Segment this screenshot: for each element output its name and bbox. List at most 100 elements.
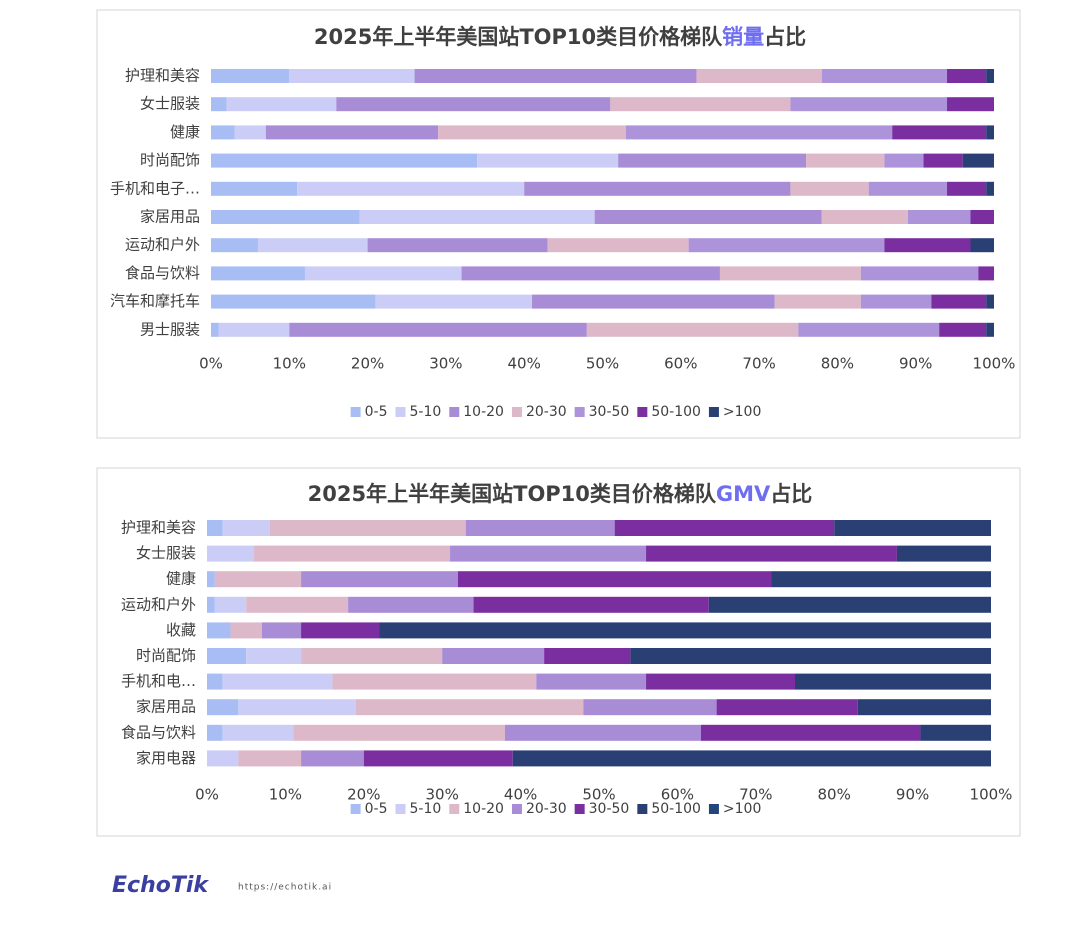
- bar-segment: [536, 673, 647, 690]
- bar-segment: [892, 125, 987, 140]
- legend-label: 5-10: [409, 801, 441, 817]
- bar-segment: [207, 750, 239, 767]
- chart-title: 2025年上半年美国站TOP10类目价格梯队销量占比: [314, 25, 806, 49]
- bar-segment: [857, 699, 991, 716]
- bar-segment: [257, 238, 368, 253]
- x-tick-label: 0%: [199, 355, 223, 373]
- x-tick-label: 70%: [742, 355, 775, 373]
- bar-segment: [700, 724, 921, 741]
- x-tick-label: 30%: [429, 355, 462, 373]
- legend-label: 50-100: [651, 404, 701, 420]
- category-label: 健康: [166, 570, 196, 588]
- bar-segment: [265, 125, 439, 140]
- bar-segment: [646, 545, 897, 562]
- title-part: 占比: [770, 482, 812, 506]
- category-label: 护理和美容: [125, 67, 200, 85]
- bar-segment: [630, 648, 991, 664]
- bar-segment: [214, 571, 302, 588]
- bar-segment: [547, 238, 689, 253]
- legend-label: 30-50: [589, 404, 630, 420]
- legend-swatch: [350, 407, 361, 417]
- bar-segment: [504, 724, 701, 741]
- legend-label: 5-10: [409, 404, 441, 420]
- bar-segment: [207, 648, 247, 664]
- bar-segment: [790, 181, 869, 196]
- bar-segment: [806, 153, 885, 168]
- bar-segment: [465, 520, 615, 536]
- bar-segment: [234, 125, 266, 140]
- x-tick-label: 40%: [508, 355, 541, 373]
- footer-url: https://echotik.ai: [238, 883, 332, 893]
- bar-segment: [211, 322, 219, 337]
- bar-segment: [211, 125, 235, 140]
- x-tick-label: 30%: [426, 786, 459, 804]
- legend-swatch: [708, 804, 719, 814]
- bar-segment: [211, 210, 360, 224]
- x-tick-label: 50%: [582, 786, 615, 804]
- category-label: 家居用品: [140, 208, 200, 226]
- bar-segment: [688, 238, 885, 253]
- bar-segment: [254, 545, 451, 562]
- bar-segment: [939, 322, 987, 337]
- bar-segment: [301, 750, 364, 767]
- legend-swatch: [637, 804, 648, 814]
- bar-segment: [222, 673, 333, 690]
- bar-segment: [625, 125, 893, 140]
- x-tick-label: 60%: [664, 355, 697, 373]
- category-label: 家用电器: [136, 749, 196, 767]
- bar-segment: [920, 724, 991, 741]
- bar-segment: [375, 294, 533, 309]
- bar-segment: [207, 596, 215, 613]
- x-tick-label: 40%: [504, 786, 537, 804]
- title-part: 销量: [722, 25, 764, 49]
- bar-segment: [211, 238, 258, 253]
- legend-swatch: [449, 407, 460, 417]
- bar-segment: [301, 571, 458, 588]
- title-part: 占比: [764, 25, 806, 49]
- bar-segment: [211, 181, 298, 196]
- x-tick-label: 50%: [586, 355, 619, 373]
- bar-segment: [884, 153, 924, 168]
- category-label: 汽车和摩托车: [110, 292, 200, 310]
- legend-label: 0-5: [365, 404, 388, 420]
- bar-segment: [289, 322, 587, 337]
- bar-segment: [544, 648, 631, 664]
- x-tick-label: 60%: [661, 786, 694, 804]
- category-label: 男士服装: [140, 320, 200, 338]
- bar-segment: [614, 520, 835, 536]
- bar-segment: [211, 294, 376, 309]
- bar-segment: [246, 648, 302, 664]
- bar-segment: [970, 238, 994, 253]
- x-tick-label: 20%: [347, 786, 380, 804]
- bar-segment: [207, 673, 223, 690]
- bar-segment: [896, 545, 991, 562]
- x-tick-label: 90%: [896, 786, 929, 804]
- title-part: 2025年上半年美国站TOP10类目价格梯队: [314, 25, 723, 49]
- category-label: 女士服装: [140, 95, 200, 113]
- bar-segment: [947, 97, 994, 112]
- bar-segment: [868, 181, 948, 196]
- legend-label: 10-20: [463, 801, 504, 817]
- bar-segment: [821, 210, 908, 224]
- bar-segment: [978, 266, 994, 281]
- bar-segment: [238, 699, 356, 716]
- bar-segment: [207, 545, 255, 562]
- bar-segment: [207, 571, 215, 588]
- bar-segment: [211, 97, 227, 112]
- bar-segment: [207, 622, 231, 639]
- bar-segment: [532, 294, 775, 309]
- bar-segment: [594, 210, 822, 224]
- bar-segment: [332, 673, 537, 690]
- bar-segment: [301, 622, 380, 639]
- legend-label: 30-50: [589, 801, 630, 817]
- bar-segment: [301, 648, 443, 664]
- chart-frame: [96, 9, 1021, 439]
- legend-swatch: [395, 407, 406, 417]
- legend-label: 50-100: [651, 801, 701, 817]
- bar-segment: [477, 153, 619, 168]
- legend-label: 20-30: [526, 404, 567, 420]
- legend-swatch: [574, 804, 585, 814]
- bar-segment: [708, 596, 991, 613]
- bar-segment: [450, 545, 647, 562]
- bar-segment: [524, 181, 791, 196]
